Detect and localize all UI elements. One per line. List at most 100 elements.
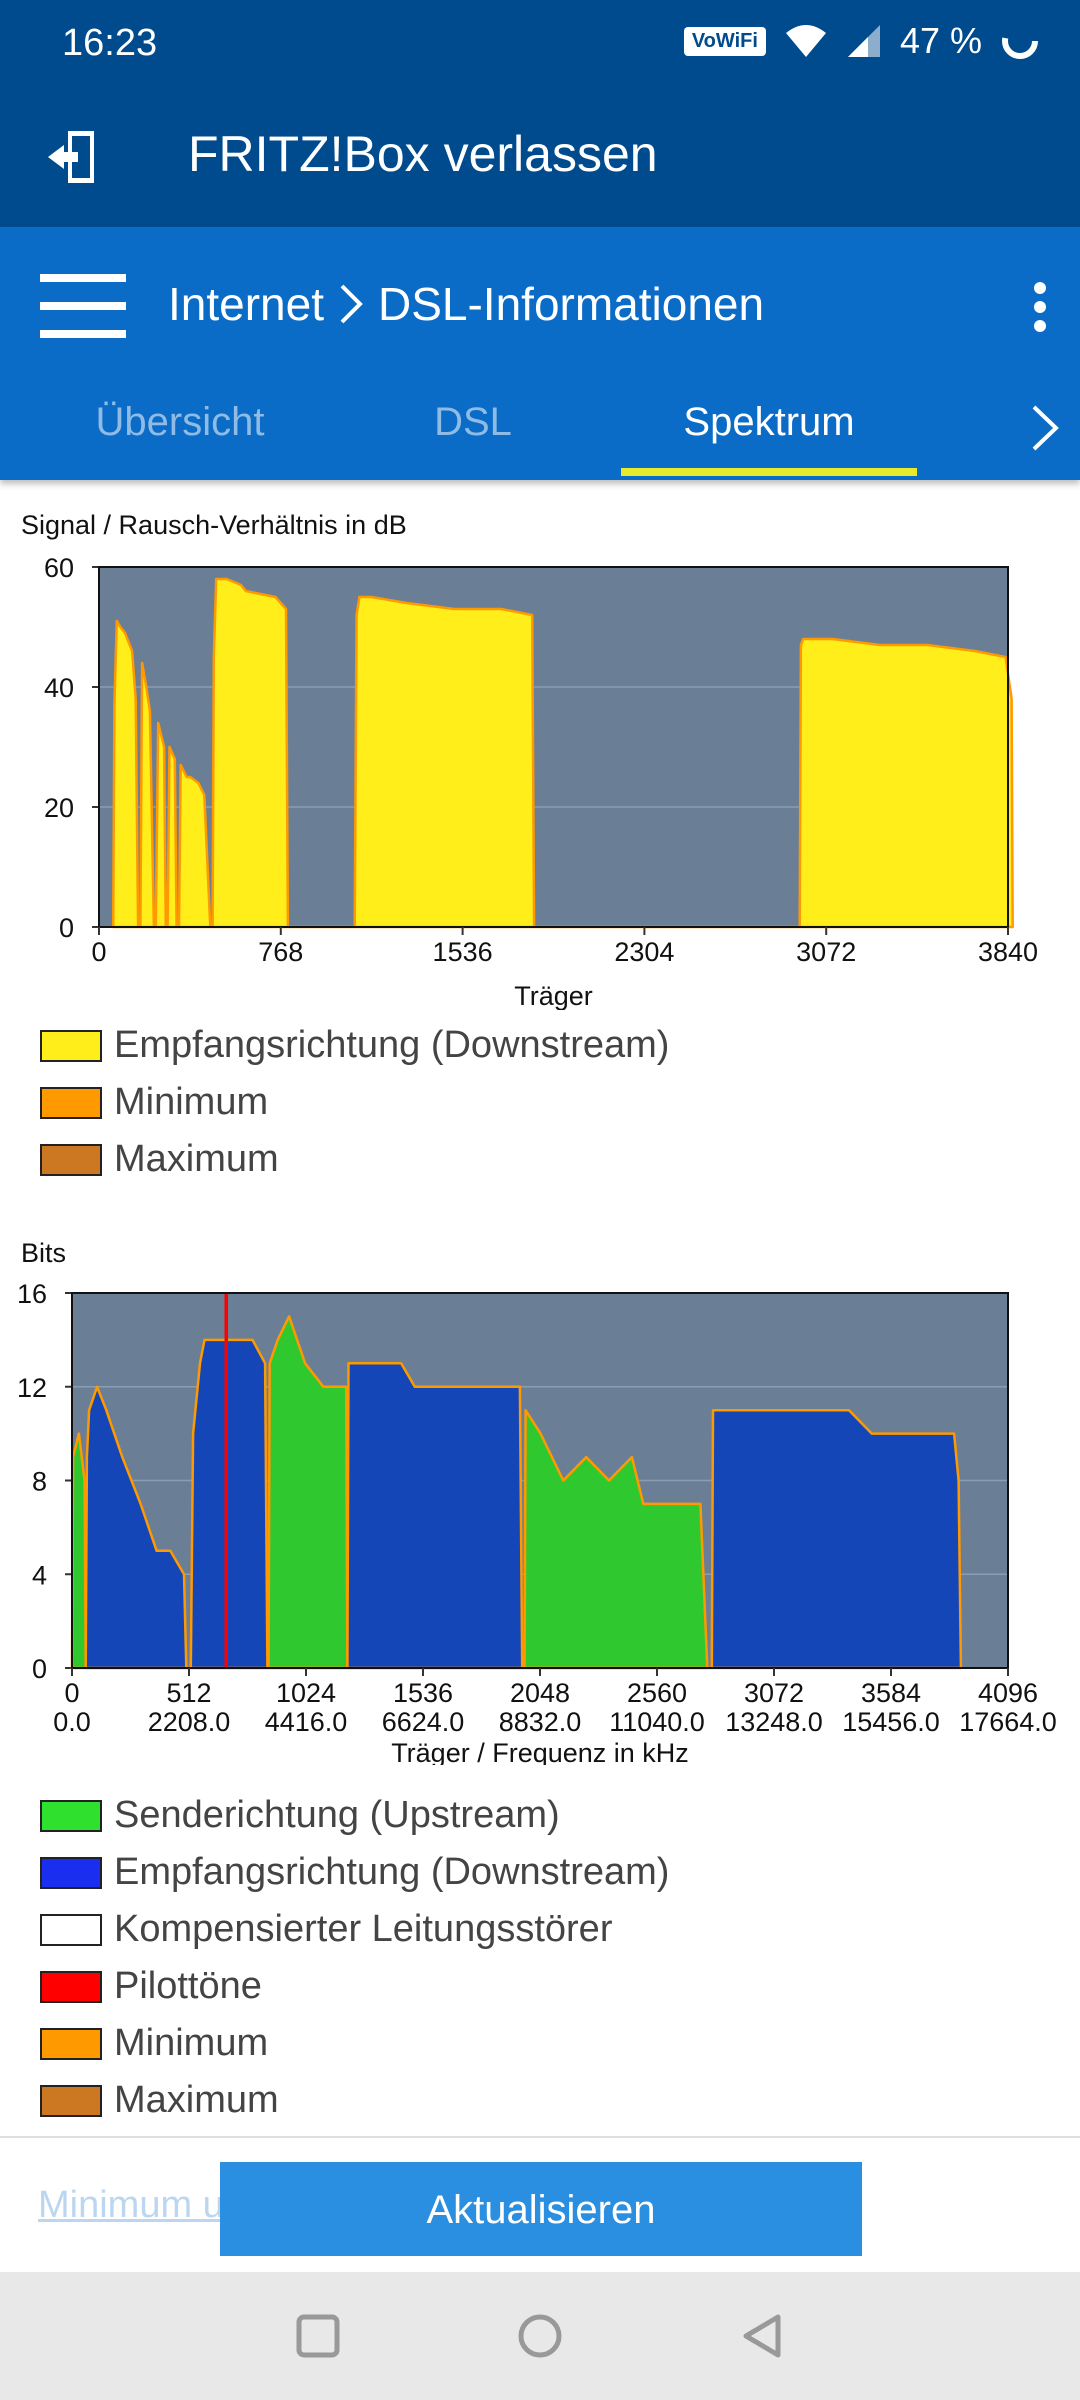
breadcrumb: Internet DSL-Informationen xyxy=(168,277,764,331)
legend-item: Maximum xyxy=(40,2072,669,2129)
tab-bar: Übersicht DSL Spektrum xyxy=(0,377,1080,480)
legend-label: Maximum xyxy=(114,2079,279,2121)
bits-xtick-khz-label: 13248.0 xyxy=(725,1707,823,1737)
snr-chart-title: Signal / Rausch-Verhältnis in dB xyxy=(21,510,407,540)
legend-swatch xyxy=(40,1799,102,1832)
legend-swatch xyxy=(40,1970,102,2003)
legend-swatch xyxy=(40,1029,102,1062)
legend-label: Minimum xyxy=(114,2022,269,2064)
bits-ytick-label: 16 xyxy=(17,1279,47,1309)
legend-swatch xyxy=(40,2084,102,2117)
tab-spektrum[interactable]: Spektrum xyxy=(621,377,917,480)
top-app-bar: FRITZ!Box verlassen xyxy=(0,95,1080,227)
bits-chart-title: Bits xyxy=(21,1238,67,1268)
bits-xtick-label: 1536 xyxy=(393,1678,453,1708)
tab-dsl[interactable]: DSL xyxy=(434,400,512,444)
snr-ytick-label: 0 xyxy=(59,913,74,943)
snr-xlabel: Träger xyxy=(514,981,593,1010)
snr-plot-border xyxy=(98,566,1009,928)
status-icons: VoWiFi 47 % xyxy=(683,20,1040,62)
vowifi-badge: VoWiFi xyxy=(683,26,766,56)
snr-legend: Empfangsrichtung (Downstream) Minimum Ma… xyxy=(40,1017,669,1188)
bits-xtick-label: 1024 xyxy=(276,1678,336,1708)
exit-title[interactable]: FRITZ!Box verlassen xyxy=(188,126,658,182)
bits-xtick-label: 0 xyxy=(64,1678,79,1708)
snr-xtick-label: 0 xyxy=(91,937,106,967)
minimum-link[interactable]: Minimum u xyxy=(38,2184,224,2226)
bits-xtick-khz-label: 0.0 xyxy=(53,1707,91,1737)
bits-xtick-label: 3584 xyxy=(861,1678,921,1708)
legend-label: Pilottöne xyxy=(114,1965,262,2007)
breadcrumb-parent[interactable]: Internet xyxy=(168,278,324,330)
bits-xtick-khz-label: 4416.0 xyxy=(265,1707,348,1737)
refresh-button[interactable]: Aktualisieren xyxy=(220,2162,862,2256)
bits-xtick-khz-label: 15456.0 xyxy=(842,1707,940,1737)
legend-item: Minimum xyxy=(40,2015,669,2072)
legend-item: Empfangsrichtung (Downstream) xyxy=(40,1844,669,1901)
bits-ytick-label: 4 xyxy=(32,1560,47,1590)
snr-series-0 xyxy=(111,577,1014,929)
status-bar: 16:23 VoWiFi 47 % xyxy=(0,0,1080,95)
bits-series-1 xyxy=(84,1338,963,1670)
snr-xtick-label: 3072 xyxy=(796,937,856,967)
bits-xtick-khz-label: 2208.0 xyxy=(148,1707,231,1737)
wifi-icon xyxy=(785,25,826,57)
snr-ytick-label: 60 xyxy=(44,553,74,583)
legend-item: Minimum xyxy=(40,1074,669,1131)
legend-label: Empfangsrichtung (Downstream) xyxy=(114,1851,670,1893)
exit-icon[interactable] xyxy=(46,127,100,187)
back-icon[interactable] xyxy=(740,2313,784,2359)
snr-xtick-label: 3840 xyxy=(978,937,1038,967)
home-icon[interactable] xyxy=(517,2313,563,2359)
section-bar: Internet DSL-Informationen Übersicht DSL… xyxy=(0,227,1080,480)
snr-ytick-label: 40 xyxy=(44,673,74,703)
legend-swatch xyxy=(40,1143,102,1176)
chevron-right-icon xyxy=(340,284,363,324)
legend-label: Empfangsrichtung (Downstream) xyxy=(114,1024,670,1066)
battery-charging-icon xyxy=(1002,23,1038,59)
legend-swatch xyxy=(40,1856,102,1889)
battery-percent: 47 % xyxy=(899,20,982,61)
tab-uebersicht[interactable]: Übersicht xyxy=(95,400,265,444)
legend-label: Minimum xyxy=(114,1081,269,1123)
bits-xtick-label: 2560 xyxy=(627,1678,687,1708)
system-nav-bar xyxy=(0,2272,1080,2400)
bits-ytick-label: 12 xyxy=(17,1373,47,1403)
legend-item: Pilottöne xyxy=(40,1958,669,2015)
legend-swatch xyxy=(40,1086,102,1119)
recents-icon[interactable] xyxy=(296,2314,340,2358)
bits-xlabel: Träger / Frequenz in kHz xyxy=(391,1738,689,1765)
bits-xtick-khz-label: 17664.0 xyxy=(959,1707,1057,1737)
bits-xtick-khz-label: 11040.0 xyxy=(609,1707,705,1737)
snr-xtick-label: 2304 xyxy=(614,937,674,967)
snr-xtick-label: 768 xyxy=(258,937,303,967)
legend-label: Kompensierter Leitungsstörer xyxy=(114,1908,613,1950)
bits-xtick-label: 2048 xyxy=(510,1678,570,1708)
more-options-icon[interactable] xyxy=(1034,282,1050,334)
bits-xtick-khz-label: 8832.0 xyxy=(499,1707,582,1737)
signal-icon xyxy=(847,25,880,57)
legend-item: Maximum xyxy=(40,1131,669,1188)
legend-swatch xyxy=(40,2027,102,2060)
legend-item: Kompensierter Leitungsstörer xyxy=(40,1901,669,1958)
tab-scroll-right-icon[interactable] xyxy=(1024,403,1064,453)
bits-xtick-label: 3072 xyxy=(744,1678,804,1708)
legend-label: Senderichtung (Upstream) xyxy=(114,1794,560,1836)
snr-chart: 0 20 40 60 0 768 1536 2304 3072 3840 Träger xyxy=(44,553,1038,1010)
breadcrumb-current: DSL-Informationen xyxy=(378,278,765,330)
bits-xtick-khz-label: 6624.0 xyxy=(382,1707,465,1737)
snr-xtick-label: 1536 xyxy=(433,937,493,967)
status-time: 16:23 xyxy=(62,22,158,64)
bits-xtick-label: 4096 xyxy=(978,1678,1038,1708)
menu-icon[interactable] xyxy=(40,274,126,340)
legend-label: Maximum xyxy=(114,1138,279,1180)
snr-ytick-label: 20 xyxy=(44,793,74,823)
legend-item: Senderichtung (Upstream) xyxy=(40,1787,669,1844)
bits-ytick-label: 8 xyxy=(32,1467,47,1497)
bottom-action-bar: Minimum u Aktualisieren xyxy=(0,2136,1080,2274)
legend-swatch xyxy=(40,1913,102,1946)
legend-item: Empfangsrichtung (Downstream) xyxy=(40,1017,669,1074)
bits-ytick-label: 0 xyxy=(32,1654,47,1684)
bits-xtick-label: 512 xyxy=(166,1678,211,1708)
